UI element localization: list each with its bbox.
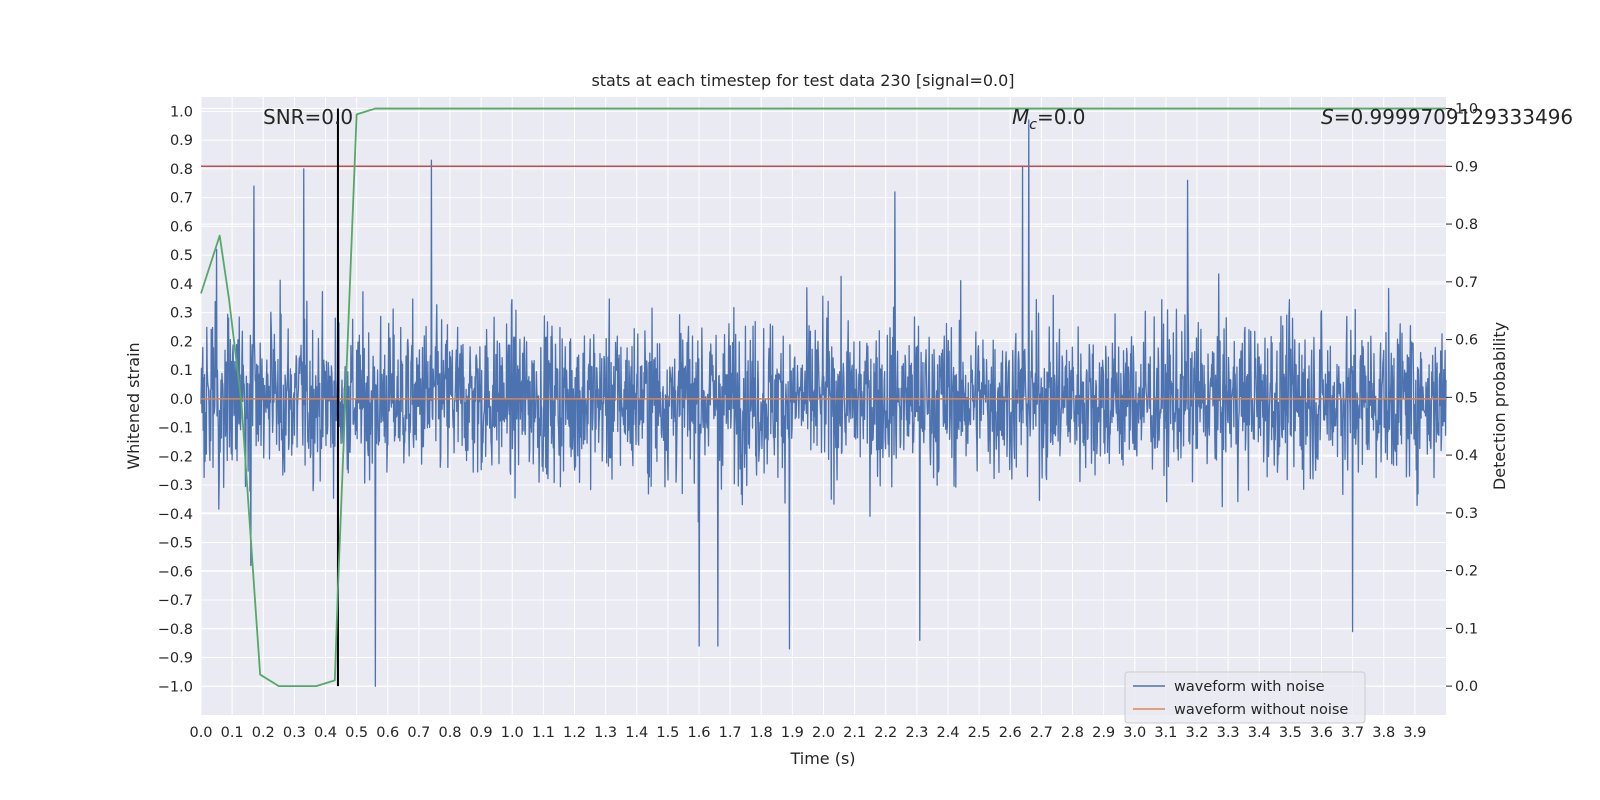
x-tick-label: 1.1 xyxy=(532,725,555,741)
y-tick-label: 0.1 xyxy=(170,363,193,379)
x-tick-label: 3.6 xyxy=(1310,725,1333,741)
y-tick-label: −0.4 xyxy=(158,507,193,523)
x-tick-label: 3.3 xyxy=(1217,725,1240,741)
y-tick-label: 0.9 xyxy=(170,133,193,149)
y-tick-label: 0.2 xyxy=(170,334,193,350)
y-tick-label: 0.4 xyxy=(170,277,193,293)
x-tick-label: 0.4 xyxy=(314,725,337,741)
y-tick-label: −0.1 xyxy=(158,421,193,437)
legend: waveform with noise waveform without noi… xyxy=(1124,671,1366,724)
x-tick-label: 1.4 xyxy=(625,725,648,741)
x-tick-label: 1.6 xyxy=(687,725,710,741)
right-y-axis-label: Detection probability xyxy=(1490,322,1509,490)
mc-symbol: M xyxy=(1012,105,1029,129)
x-tick-label: 2.1 xyxy=(843,725,866,741)
x-tick-label: 0.0 xyxy=(189,725,212,741)
chart-title: stats at each timestep for test data 230… xyxy=(591,71,1014,90)
y-axis-ticks: 1.0 0.9 0.8 0.7 0.6 0.5 0.4 0.3 0.2 0.1 0.0 −0.1 −0.… xyxy=(158,104,193,695)
right-y-tick-label: 0.9 xyxy=(1455,159,1478,175)
y-tick-label: 0.3 xyxy=(170,306,193,322)
x-tick-label: 2.7 xyxy=(1030,725,1053,741)
x-tick-label: 1.8 xyxy=(750,725,773,741)
x-tick-label: 2.6 xyxy=(999,725,1022,741)
x-tick-label: 3.4 xyxy=(1248,725,1271,741)
x-tick-label: 2.8 xyxy=(1061,725,1084,741)
x-tick-label: 1.9 xyxy=(781,725,804,741)
right-y-tick-label: 0.1 xyxy=(1455,621,1478,637)
y-tick-label: 0.6 xyxy=(170,219,193,235)
y-tick-label: 0.5 xyxy=(170,248,193,264)
s-symbol: S xyxy=(1321,105,1334,129)
x-tick-label: 0.7 xyxy=(407,725,430,741)
mc-subscript: c xyxy=(1029,117,1037,133)
s-annotation: S=0.9999709129333496 xyxy=(1321,105,1573,129)
y-tick-label: −0.5 xyxy=(158,536,193,552)
x-tick-label: 1.5 xyxy=(656,725,679,741)
x-tick-label: 3.1 xyxy=(1154,725,1177,741)
y-tick-label: −1.0 xyxy=(158,679,193,695)
x-tick-label: 1.3 xyxy=(594,725,617,741)
y-tick-label: −0.6 xyxy=(158,564,193,580)
right-y-tick-label: 0.3 xyxy=(1455,506,1478,522)
x-tick-label: 1.7 xyxy=(719,725,742,741)
right-y-tick-label: 0.0 xyxy=(1455,679,1478,695)
x-tick-label: 0.9 xyxy=(470,725,493,741)
x-tick-label: 2.4 xyxy=(936,725,959,741)
overlay-lines xyxy=(200,107,1446,688)
snr-annotation: SNR=0.0 xyxy=(263,105,353,129)
right-y-tick-label: 0.7 xyxy=(1455,275,1478,291)
waveform-with-noise-line xyxy=(200,119,1447,687)
x-tick-label: 1.0 xyxy=(501,725,524,741)
x-tick-label: 0.6 xyxy=(376,725,399,741)
right-y-tick-label: 1.0 xyxy=(1455,102,1478,118)
x-axis-label: Time (s) xyxy=(789,749,855,768)
x-axis-ticks: 0.0 0.1 0.2 0.3 0.4 0.5 0.6 0.7 0.8 0.9 1.0 1.1 1.2 1… xyxy=(189,725,1426,741)
x-tick-label: 0.5 xyxy=(345,725,368,741)
x-tick-label: 2.3 xyxy=(905,725,928,741)
x-tick-label: 2.0 xyxy=(812,725,835,741)
y-tick-label: 1.0 xyxy=(170,104,193,120)
y-tick-label: −0.7 xyxy=(158,593,193,609)
right-y-tick-label: 0.8 xyxy=(1455,217,1478,233)
y-tick-label: −0.3 xyxy=(158,478,193,494)
y-tick-label: −0.9 xyxy=(158,651,193,667)
waveform-with-noise-path xyxy=(200,119,1447,687)
x-tick-label: 2.2 xyxy=(874,725,897,741)
x-tick-label: 3.9 xyxy=(1403,725,1426,741)
right-y-tick-label: 0.4 xyxy=(1455,448,1478,464)
mc-annotation: Mc=0.0 xyxy=(1012,105,1086,133)
x-tick-label: 0.1 xyxy=(221,725,244,741)
x-tick-label: 2.9 xyxy=(1092,725,1115,741)
legend-label-waveform-without-noise: waveform without noise xyxy=(1174,702,1348,718)
mc-value: =0.0 xyxy=(1037,105,1086,129)
x-tick-label: 3.7 xyxy=(1341,725,1364,741)
right-y-tick-label: 0.5 xyxy=(1455,390,1478,406)
legend-label-waveform-with-noise: waveform with noise xyxy=(1174,679,1325,695)
x-tick-label: 3.5 xyxy=(1279,725,1302,741)
y-tick-label: 0.8 xyxy=(170,162,193,178)
right-y-axis-ticks: 1.0 0.9 0.8 0.7 0.6 0.5 0.4 0.3 0.2 0.1 0.0 xyxy=(1446,102,1478,695)
s-value: =0.9999709129333496 xyxy=(1334,105,1573,129)
detection-probability-line xyxy=(200,107,1446,688)
x-tick-label: 1.2 xyxy=(563,725,586,741)
y-tick-label: 0.0 xyxy=(170,392,193,408)
x-tick-label: 0.8 xyxy=(438,725,461,741)
x-tick-label: 3.2 xyxy=(1185,725,1208,741)
x-tick-label: 2.5 xyxy=(968,725,991,741)
right-y-tick-label: 0.2 xyxy=(1455,564,1478,580)
right-y-tick-label: 0.6 xyxy=(1455,333,1478,349)
y-tick-label: −0.2 xyxy=(158,449,193,465)
x-tick-label: 0.2 xyxy=(252,725,275,741)
y-tick-label: 0.7 xyxy=(170,191,193,207)
x-tick-label: 3.8 xyxy=(1372,725,1395,741)
y-axis-label: Whitened strain xyxy=(124,342,143,469)
x-tick-label: 0.3 xyxy=(283,725,306,741)
x-tick-label: 3.0 xyxy=(1123,725,1146,741)
legend-box xyxy=(1124,671,1366,724)
y-tick-label: −0.8 xyxy=(158,622,193,638)
